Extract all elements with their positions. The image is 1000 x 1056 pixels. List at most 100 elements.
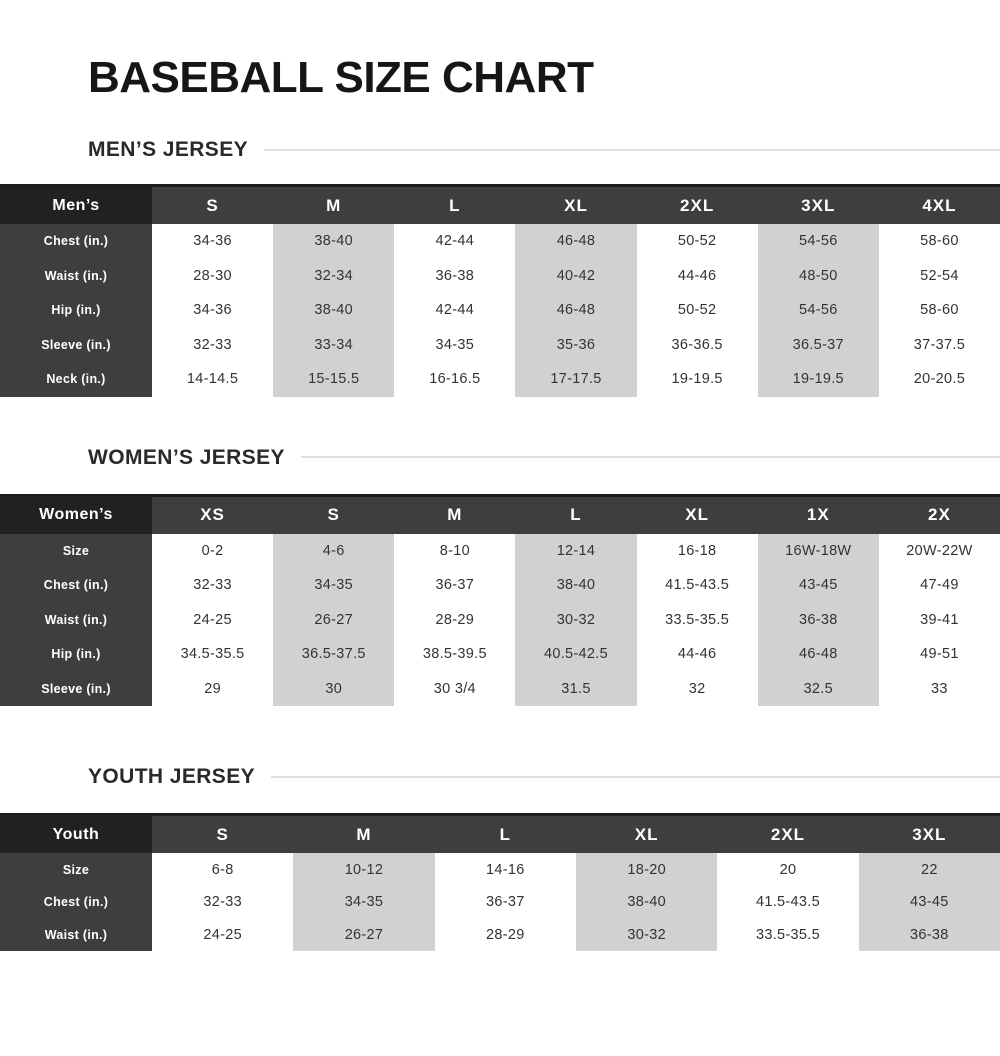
- size-cell: 43-45: [757, 568, 879, 603]
- womens-size-table: Women’s XS S M L XL 1X 2X Size 0-2 4-6 8-10 12-14 16-…: [0, 493, 1000, 707]
- size-cell: 35-36: [515, 327, 637, 363]
- size-cell: 50-52: [636, 224, 758, 259]
- size-cell: 4-6: [273, 533, 395, 569]
- table-row: Hip (in.) 34-36 38-40 42-44 46-48 50-52 54-56 5…: [0, 293, 1000, 328]
- size-chart-page: BASEBALL SIZE CHART MEN’S JERSEY Men’s S M…: [0, 56, 1000, 1056]
- size-cell: 34-35: [273, 568, 395, 603]
- size-cell: 22: [858, 853, 1000, 886]
- row-label: Size: [0, 853, 152, 886]
- size-cell: 10-12: [293, 853, 435, 886]
- table-row: Men’s S M L XL 2XL 3XL 4XL: [0, 184, 1000, 225]
- size-cell: 50-52: [636, 293, 758, 328]
- mens-size-table: Men’s S M L XL 2XL 3XL 4XL Chest (in.) 34-36 38-40…: [0, 184, 1000, 397]
- table-corner-label: Youth: [0, 816, 152, 854]
- section-title-mens: MEN’S JERSEY: [88, 138, 249, 161]
- size-cell: 46-48: [757, 637, 879, 672]
- size-cell: 30: [273, 671, 395, 707]
- heading-rule: [300, 456, 1000, 459]
- size-cell: 32-33: [152, 327, 274, 363]
- column-header: 2XL: [636, 187, 758, 225]
- table-row: Neck (in.) 14-14.5 15-15.5 16-16.5 17-17.5 19…: [0, 362, 1000, 397]
- size-cell: 34-36: [152, 293, 274, 328]
- size-cell: 32: [636, 671, 758, 707]
- size-cell: 24-25: [152, 918, 294, 952]
- column-header: L: [434, 816, 576, 854]
- size-cell: 49-51: [878, 637, 1000, 672]
- size-cell: 32-34: [273, 258, 395, 294]
- row-label: Hip (in.): [0, 637, 152, 672]
- size-cell: 34-35: [394, 327, 516, 363]
- size-cell: 36.5-37: [757, 327, 879, 363]
- size-cell: 41.5-43.5: [717, 885, 859, 919]
- column-header: M: [273, 187, 395, 225]
- size-cell: 33-34: [273, 327, 395, 363]
- section-heading-mens: MEN’S JERSEY: [88, 138, 1000, 161]
- section-title-youth: YOUTH JERSEY: [88, 765, 256, 789]
- heading-rule: [264, 148, 1000, 151]
- column-header: L: [515, 496, 637, 534]
- size-cell: 36-38: [394, 258, 516, 294]
- size-cell: 32-33: [152, 885, 294, 919]
- size-cell: 42-44: [394, 224, 516, 259]
- table-row: Waist (in.) 24-25 26-27 28-29 30-32 33.5-35.5…: [0, 602, 1000, 638]
- section-heading-youth: YOUTH JERSEY: [88, 765, 1000, 788]
- size-cell: 28-30: [152, 258, 274, 294]
- column-header: XL: [636, 496, 758, 534]
- column-header: 2X: [878, 496, 1000, 534]
- size-cell: 6-8: [152, 853, 294, 886]
- table-row: Size 6-8 10-12 14-16 18-20 20 22: [0, 853, 1000, 886]
- size-cell: 43-45: [858, 885, 1000, 919]
- size-cell: 34.5-35.5: [152, 637, 274, 672]
- size-cell: 19-19.5: [757, 362, 879, 397]
- page-title: BASEBALL SIZE CHART: [88, 53, 594, 102]
- size-cell: 52-54: [878, 258, 1000, 294]
- row-label: Waist (in.): [0, 602, 152, 638]
- table-row: Youth S M L XL 2XL 3XL: [0, 813, 1000, 854]
- size-cell: 42-44: [394, 293, 516, 328]
- size-cell: 14-16: [434, 853, 576, 886]
- table-row: Hip (in.) 34.5-35.5 36.5-37.5 38.5-39.5 40.5…: [0, 637, 1000, 672]
- section-heading-womens: WOMEN’S JERSEY: [88, 446, 1000, 469]
- column-header: 3XL: [757, 187, 879, 225]
- size-cell: 30-32: [575, 918, 718, 952]
- size-cell: 46-48: [515, 293, 637, 328]
- size-cell: 58-60: [878, 224, 1000, 259]
- size-cell: 38-40: [273, 293, 395, 328]
- size-cell: 0-2: [152, 533, 274, 569]
- size-cell: 36.5-37.5: [273, 637, 395, 672]
- size-cell: 44-46: [636, 637, 758, 672]
- column-header: XL: [515, 187, 637, 225]
- size-cell: 26-27: [273, 602, 395, 638]
- table-row: Chest (in.) 32-33 34-35 36-37 38-40 41.5-43.5…: [0, 568, 1000, 603]
- table-row: Sleeve (in.) 29 30 30 3/4 31.5 32 32.5 33: [0, 671, 1000, 707]
- column-header: 4XL: [878, 187, 1000, 225]
- table-row: Chest (in.) 34-36 38-40 42-44 46-48 50-52 54-5…: [0, 224, 1000, 259]
- column-header: 3XL: [858, 816, 1000, 854]
- row-label: Chest (in.): [0, 568, 152, 603]
- row-label: Size: [0, 533, 152, 569]
- column-header: S: [152, 187, 274, 225]
- size-cell: 24-25: [152, 602, 274, 638]
- size-cell: 36-38: [757, 602, 879, 638]
- size-cell: 36-37: [394, 568, 516, 603]
- size-cell: 36-36.5: [636, 327, 758, 363]
- table-row: Size 0-2 4-6 8-10 12-14 16-18 16W-18W 20W-22W: [0, 533, 1000, 569]
- column-header: L: [394, 187, 516, 225]
- size-cell: 30-32: [515, 602, 637, 638]
- size-cell: 34-35: [293, 885, 435, 919]
- size-cell: 38.5-39.5: [394, 637, 516, 672]
- row-label: Waist (in.): [0, 258, 152, 294]
- size-cell: 33.5-35.5: [636, 602, 758, 638]
- size-cell: 29: [152, 671, 274, 707]
- row-label: Sleeve (in.): [0, 327, 152, 363]
- size-cell: 37-37.5: [878, 327, 1000, 363]
- row-label: Chest (in.): [0, 224, 152, 259]
- size-cell: 54-56: [757, 224, 879, 259]
- size-cell: 32-33: [152, 568, 274, 603]
- row-label: Sleeve (in.): [0, 671, 152, 707]
- size-cell: 31.5: [515, 671, 637, 707]
- size-cell: 34-36: [152, 224, 274, 259]
- size-cell: 16-16.5: [394, 362, 516, 397]
- size-cell: 28-29: [434, 918, 576, 952]
- size-cell: 15-15.5: [273, 362, 395, 397]
